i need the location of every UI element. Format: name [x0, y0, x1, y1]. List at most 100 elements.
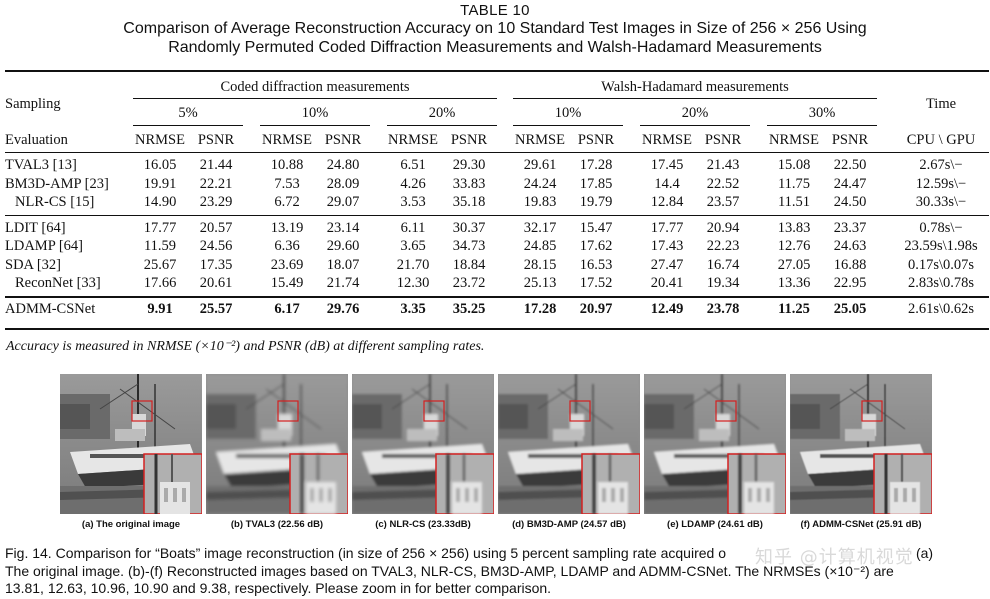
boats-image: [60, 374, 202, 514]
boats-panel: [206, 374, 348, 514]
metric-header: NRMSE: [262, 132, 312, 148]
table-cell: 17.45: [650, 157, 684, 173]
table-cell: 16.05: [143, 157, 177, 173]
table-cell: 33.83: [452, 176, 486, 192]
table-cell: 21.44: [199, 157, 233, 173]
table-cell: 24.47: [833, 176, 867, 192]
table-cell: 3.65: [400, 238, 426, 254]
rate-rule: [513, 125, 623, 126]
time-cell: 2.83s\0.78s: [907, 275, 975, 291]
table-cell: 28.09: [326, 176, 360, 192]
table-cell: 16.53: [579, 257, 613, 273]
figure-caption-line3: 13.81, 12.63, 10.96, 10.90 and 9.38, res…: [5, 580, 552, 596]
table-cell: 17.77: [650, 220, 684, 236]
panel-label: (b) TVAL3 (22.56 dB): [230, 519, 324, 530]
table-cell: 21.43: [706, 157, 740, 173]
boats-image: [352, 374, 494, 514]
method-name: BM3D-AMP [23]: [5, 176, 109, 192]
panel-label: (f) ADMM-CSNet (25.91 dB): [800, 519, 922, 530]
table-cell: 19.79: [579, 194, 613, 210]
table-cell: 13.83: [777, 220, 811, 236]
table-cell: 17.28: [579, 157, 613, 173]
method-name: NLR-CS [15]: [15, 194, 95, 210]
rule-above-admm: [5, 296, 989, 298]
table-number: TABLE 10: [460, 2, 530, 19]
table-cell: 28.15: [523, 257, 557, 273]
table-cell: 3.35: [400, 301, 426, 317]
time-cell: 12.59s\−: [915, 176, 967, 192]
watermark: 知乎 @计算机视觉: [755, 547, 914, 568]
table-cell: 17.43: [650, 238, 684, 254]
table-cell: 17.66: [143, 275, 177, 291]
table-cell: 6.17: [274, 301, 300, 317]
boats-image: [790, 374, 932, 514]
rate-rule: [133, 125, 243, 126]
table-cell: 22.23: [706, 238, 740, 254]
table-cell: 11.51: [777, 194, 811, 210]
table-cell: 13.36: [777, 275, 811, 291]
table-cell: 23.78: [706, 301, 740, 317]
boats-panel: [352, 374, 494, 514]
table-cell: 14.90: [143, 194, 177, 210]
boats-image: [206, 374, 348, 514]
table-cell: 23.29: [199, 194, 233, 210]
table-cell: 6.51: [400, 157, 426, 173]
time-sublabel: CPU \ GPU: [906, 132, 976, 148]
table-cell: 29.07: [326, 194, 360, 210]
table-cell: 9.91: [147, 301, 173, 317]
table-cell: 24.80: [326, 157, 360, 173]
table-cell: 19.91: [143, 176, 177, 192]
metric-header: PSNR: [704, 132, 742, 148]
time-cell: 2.67s\−: [919, 157, 963, 173]
figure-caption-line1: Fig. 14. Comparison for “Boats” image re…: [5, 545, 934, 561]
rate-header: 10%: [554, 105, 582, 121]
time-cell: 30.33s\−: [915, 194, 967, 210]
rate-header: 30%: [808, 105, 836, 121]
table-cell: 16.74: [706, 257, 740, 273]
table-cell: 12.49: [650, 301, 684, 317]
group-header-walsh: Walsh-Hadamard measurements: [601, 79, 789, 95]
table-cell: 11.59: [143, 238, 177, 254]
panel-label: (e) LDAMP (24.61 dB): [667, 519, 763, 530]
table-cell: 17.62: [579, 238, 613, 254]
rate-rule: [640, 125, 750, 126]
panel-label: (a) The original image: [81, 519, 181, 530]
rate-rule: [260, 125, 370, 126]
table-cell: 29.30: [452, 157, 486, 173]
method-name: SDA [32]: [5, 257, 61, 273]
rate-header: 5%: [178, 105, 198, 121]
table-footnote: Accuracy is measured in NRMSE (×10⁻²) an…: [6, 339, 485, 354]
metric-header: PSNR: [831, 132, 869, 148]
header-rule: [5, 152, 989, 153]
group-separator-rule: [5, 215, 989, 216]
table-cell: 15.08: [777, 157, 811, 173]
table-cell: 20.57: [199, 220, 233, 236]
bottom-rule: [5, 328, 989, 330]
table-cell: 22.95: [833, 275, 867, 291]
table-cell: 17.85: [579, 176, 613, 192]
rate-header: 20%: [681, 105, 709, 121]
table-cell: 34.73: [452, 238, 486, 254]
metric-header: PSNR: [577, 132, 615, 148]
table-cell: 19.83: [523, 194, 557, 210]
time-cell: 0.17s\0.07s: [907, 257, 975, 273]
table-cell: 23.14: [326, 220, 360, 236]
table-cell: 23.37: [833, 220, 867, 236]
table-cell: 24.56: [199, 238, 233, 254]
table-cell: 17.28: [523, 301, 557, 317]
boats-image: [644, 374, 786, 514]
table-cell: 3.53: [400, 194, 426, 210]
table-cell: 21.74: [326, 275, 360, 291]
metric-header: PSNR: [324, 132, 362, 148]
rate-rule: [767, 125, 877, 126]
group-rule-coded: [133, 98, 497, 99]
table-cell: 22.21: [199, 176, 233, 192]
table-cell: 18.07: [326, 257, 360, 273]
table-cell: 13.19: [270, 220, 304, 236]
table-cell: 25.05: [833, 301, 867, 317]
table-cell: 17.77: [143, 220, 177, 236]
method-name: TVAL3 [13]: [5, 157, 77, 173]
table-cell: 35.18: [452, 194, 486, 210]
method-name: ADMM-CSNet: [5, 301, 96, 317]
table-cell: 16.88: [833, 257, 867, 273]
